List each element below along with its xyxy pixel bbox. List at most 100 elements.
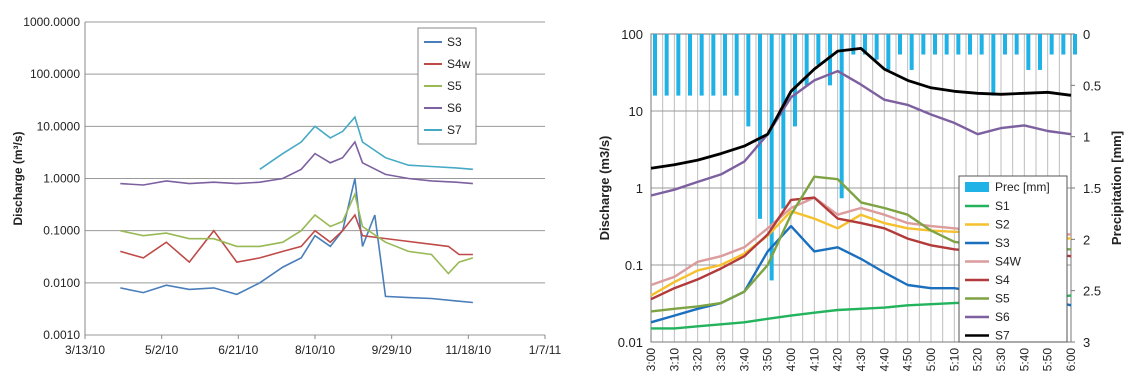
x-tick-label: 4:00 — [784, 348, 798, 372]
legend-label: S7 — [995, 329, 1010, 343]
precip-bar — [1038, 34, 1042, 70]
y2-tick-label: 1.5 — [1083, 181, 1101, 196]
y-tick-label: 1000.0000 — [23, 15, 80, 29]
discharge-time-series-chart: 0.0010 0.0100 0.1000 1.0000 10.0000 100.0000 1… — [0, 0, 565, 383]
x-tick-label: 3/13/10 — [65, 343, 105, 357]
precip-bar — [968, 34, 972, 55]
y-axis-label: Discharge (m³/s) — [11, 131, 25, 225]
precip-bar — [909, 34, 914, 70]
y-tick-label: 10.0000 — [37, 119, 81, 133]
precip-bar — [676, 34, 681, 96]
legend-label: S5 — [995, 292, 1010, 306]
legend-box — [958, 175, 1068, 343]
x-tick-label: 4:30 — [854, 348, 868, 372]
y2-tick-label: 0.5 — [1083, 78, 1101, 93]
x-tick-label: 6:00 — [1064, 348, 1078, 372]
precip-bar — [746, 34, 751, 127]
legend-label: S4W — [995, 255, 1022, 269]
x-tick-label: 4:50 — [901, 348, 915, 372]
y-tick-label: 0.0010 — [43, 328, 80, 342]
y-tick-label: 0.0100 — [43, 276, 80, 290]
legend-label: S7 — [447, 123, 462, 137]
precip-bar — [863, 34, 867, 55]
legend-label: S3 — [447, 35, 462, 49]
precip-bar — [804, 34, 809, 86]
precip-bar — [1061, 34, 1066, 55]
x-tick-label: 3:50 — [761, 348, 775, 372]
y2-tick-label: 0 — [1083, 27, 1090, 42]
legend-swatch-precip — [965, 182, 989, 192]
x-tick-label: 3:20 — [691, 348, 705, 372]
precip-bar — [828, 34, 832, 86]
legend-label: S2 — [995, 218, 1010, 232]
precip-bar — [664, 34, 669, 96]
legend-label: S5 — [447, 79, 462, 93]
right-chart-svg: 0.01 0.1 1 10 100 0 0.5 1 1.5 2 2.5 3 3:00 3:10 3:20 3:… — [597, 27, 1124, 372]
x-tick-label: 4:10 — [807, 348, 821, 372]
precip-bar — [979, 34, 984, 55]
precip-bar — [711, 34, 716, 96]
x-tick-label: 11/18/10 — [445, 343, 491, 357]
precip-bar — [1014, 34, 1019, 55]
y-tick-label: 1.0000 — [43, 172, 80, 186]
precip-bar — [723, 34, 727, 96]
x-tick-label: 5:30 — [994, 348, 1008, 372]
series-line-s3 — [120, 178, 473, 304]
precip-bar — [1003, 34, 1007, 55]
x-tick-label: 4:20 — [831, 348, 845, 372]
legend-label: S1 — [995, 199, 1010, 213]
y2-axis-label: Precipitation [mm] — [1109, 131, 1124, 245]
series-line-s6 — [120, 140, 473, 186]
precip-bar — [839, 34, 844, 199]
y2-tick-label: 2.5 — [1083, 284, 1101, 299]
x-tick-label: 3:00 — [644, 348, 658, 372]
legend-label: S6 — [447, 101, 462, 115]
series-line-s7 — [650, 47, 1072, 170]
precip-bar — [769, 34, 774, 281]
y-tick-label: 1 — [636, 181, 643, 196]
x-tick-label: 8/10/10 — [295, 343, 335, 357]
x-tick-label: 9/29/10 — [372, 343, 412, 357]
left-chart-svg: 0.0010 0.0100 0.1000 1.0000 10.0000 100.0000 1… — [11, 15, 562, 357]
x-tick-label: 5:40 — [1017, 348, 1031, 372]
legend-label: S6 — [995, 310, 1010, 324]
legend-label: S4 — [995, 273, 1010, 287]
y-axis-label: Discharge (m3/s) — [597, 136, 612, 241]
legend-label: S4w — [447, 57, 471, 71]
precip-bar — [898, 34, 902, 55]
y-tick-label: 0.1000 — [43, 224, 80, 238]
x-tick-label: 6/21/10 — [218, 343, 258, 357]
y-tick-label: 100.0000 — [30, 67, 80, 81]
precip-bar — [886, 34, 891, 70]
precip-bar — [816, 34, 821, 65]
precip-bar — [1049, 34, 1054, 55]
x-tick-label: 3:30 — [714, 348, 728, 372]
series-line-s6 — [650, 69, 1072, 197]
y2-tick-label: 2 — [1083, 232, 1090, 247]
x-tick-label: 1/7/11 — [529, 343, 562, 357]
storm-event-discharge-chart: 0.01 0.1 1 10 100 0 0.5 1 1.5 2 2.5 3 3:00 3:10 3:20 3:… — [565, 0, 1130, 383]
y2-tick-label: 1 — [1083, 130, 1090, 145]
precip-bar — [956, 34, 961, 55]
y-tick-label: 0.01 — [618, 335, 643, 350]
precip-bar — [1073, 34, 1077, 55]
precip-bar — [874, 34, 879, 60]
y-tick-label: 10 — [629, 104, 643, 119]
precip-bar — [933, 34, 937, 55]
x-tick-label: 3:40 — [737, 348, 751, 372]
precip-bar — [921, 34, 926, 55]
y-tick-label: 100 — [621, 27, 643, 42]
x-tick-label: 5:00 — [924, 348, 938, 372]
precip-bar — [944, 34, 949, 55]
precip-bar — [1026, 34, 1031, 70]
precip-bar — [793, 34, 797, 127]
series-line-s4w — [120, 213, 473, 264]
precip-bar — [991, 34, 996, 96]
precip-bar — [653, 34, 657, 96]
precip-bar — [758, 34, 762, 219]
precip-bar — [781, 34, 786, 209]
x-tick-label: 5:50 — [1041, 348, 1055, 372]
x-tick-label: 5:20 — [971, 348, 985, 372]
series-line-s5 — [120, 191, 474, 275]
y2-tick-label: 3 — [1083, 335, 1090, 350]
